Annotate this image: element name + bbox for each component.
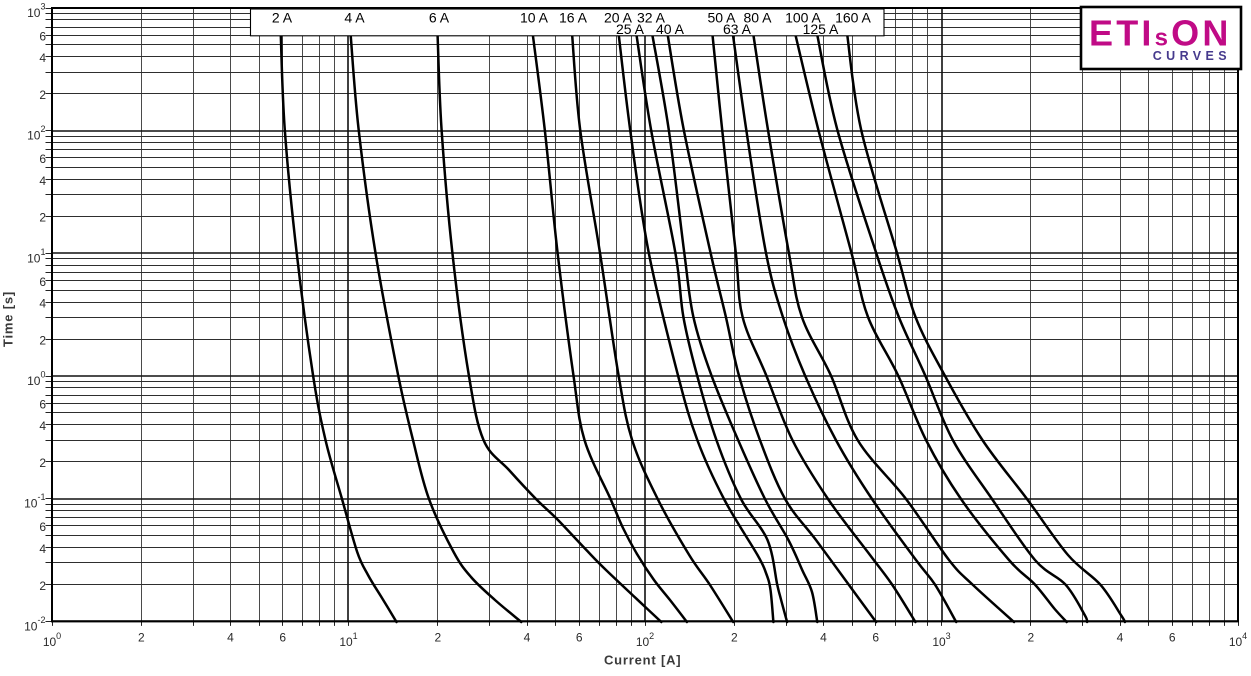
svg-text:2: 2 <box>1027 631 1034 645</box>
svg-text:2: 2 <box>39 211 46 225</box>
svg-text:6: 6 <box>279 631 286 645</box>
svg-text:6: 6 <box>39 520 46 534</box>
svg-text:2: 2 <box>138 631 145 645</box>
svg-text:2: 2 <box>39 333 46 347</box>
svg-text:CURVES: CURVES <box>1153 49 1231 63</box>
svg-text:4 A: 4 A <box>344 10 365 26</box>
svg-text:160 A: 160 A <box>835 10 871 26</box>
svg-text:6: 6 <box>39 30 46 44</box>
svg-text:20 A: 20 A <box>604 10 633 26</box>
svg-text:40 A: 40 A <box>656 21 685 37</box>
svg-text:50 A: 50 A <box>707 10 736 26</box>
svg-text:100 A: 100 A <box>785 10 821 26</box>
svg-text:2: 2 <box>39 88 46 102</box>
svg-text:6: 6 <box>576 631 583 645</box>
svg-text:4: 4 <box>1117 631 1124 645</box>
svg-text:Time [s]: Time [s] <box>1 291 16 347</box>
svg-text:6: 6 <box>872 631 879 645</box>
svg-text:10 A: 10 A <box>520 10 549 26</box>
svg-text:4: 4 <box>39 419 46 433</box>
svg-text:4: 4 <box>524 631 531 645</box>
svg-text:6: 6 <box>39 398 46 412</box>
svg-text:16 A: 16 A <box>559 10 588 26</box>
svg-text:4: 4 <box>39 174 46 188</box>
svg-text:125 A: 125 A <box>803 21 839 37</box>
svg-text:4: 4 <box>39 51 46 65</box>
svg-text:2: 2 <box>39 456 46 470</box>
svg-text:2: 2 <box>434 631 441 645</box>
svg-text:2 A: 2 A <box>272 10 293 26</box>
svg-text:80 A: 80 A <box>743 10 772 26</box>
svg-text:4: 4 <box>820 631 827 645</box>
svg-text:4: 4 <box>39 297 46 311</box>
svg-text:25 A: 25 A <box>616 21 645 37</box>
svg-text:4: 4 <box>227 631 234 645</box>
svg-text:63 A: 63 A <box>723 21 752 37</box>
svg-text:6: 6 <box>39 152 46 166</box>
svg-text:ETIsON: ETIsON <box>1089 13 1232 54</box>
svg-text:6: 6 <box>1169 631 1176 645</box>
svg-text:32 A: 32 A <box>637 10 666 26</box>
svg-text:2: 2 <box>39 579 46 593</box>
svg-text:Current [A]: Current [A] <box>604 653 681 668</box>
svg-text:4: 4 <box>39 542 46 556</box>
svg-text:6: 6 <box>39 275 46 289</box>
svg-text:2: 2 <box>731 631 738 645</box>
svg-text:6 A: 6 A <box>429 10 450 26</box>
